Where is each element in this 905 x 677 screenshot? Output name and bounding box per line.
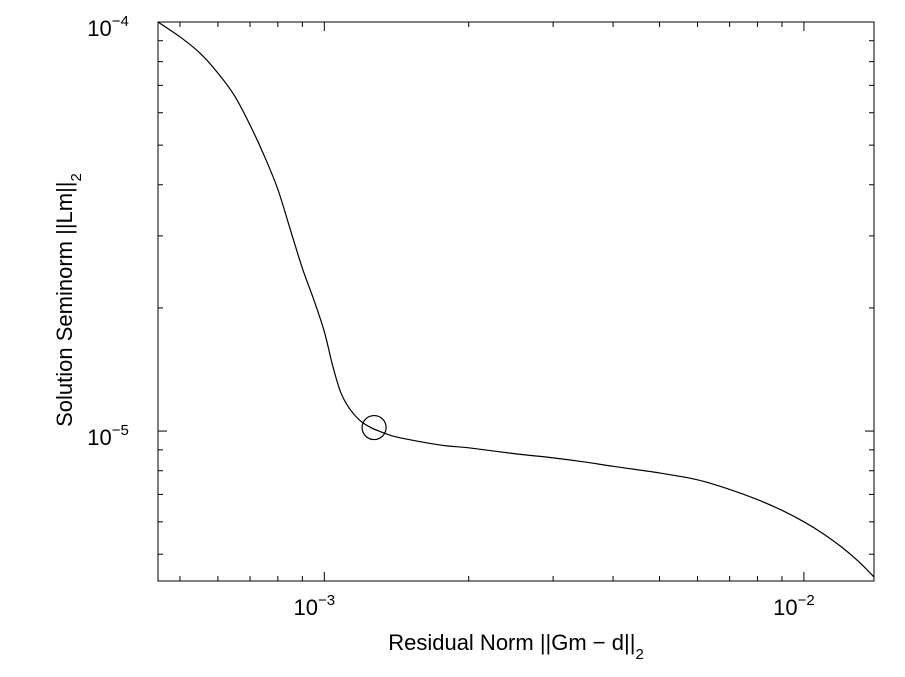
minor-ticks (158, 22, 874, 581)
series-line-l-curve (157, 21, 875, 578)
corner-circle-marker (361, 414, 387, 441)
tick-labels: 10−3 10−2 10−5 10−4 (87, 13, 815, 620)
x-tick-label: 10−3 (294, 592, 336, 620)
y-axis-title-text: Solution Seminorm ||Lm|| (52, 181, 77, 426)
y-axis-title: Solution Seminorm ||Lm||2 (52, 173, 85, 427)
y-tick-label: 10−4 (87, 13, 129, 41)
plot-frame (157, 21, 875, 582)
y-tick-label: 10−5 (87, 422, 129, 450)
x-axis-title-text: Residual Norm ||Gm − d|| (388, 630, 635, 655)
x-tick-label: 10−2 (773, 592, 815, 620)
major-ticks (158, 21, 874, 581)
y-axis-title-subscript: 2 (68, 173, 85, 181)
x-axis-title: Residual Norm ||Gm − d||2 (388, 630, 644, 663)
x-axis-title-subscript: 2 (635, 646, 643, 663)
